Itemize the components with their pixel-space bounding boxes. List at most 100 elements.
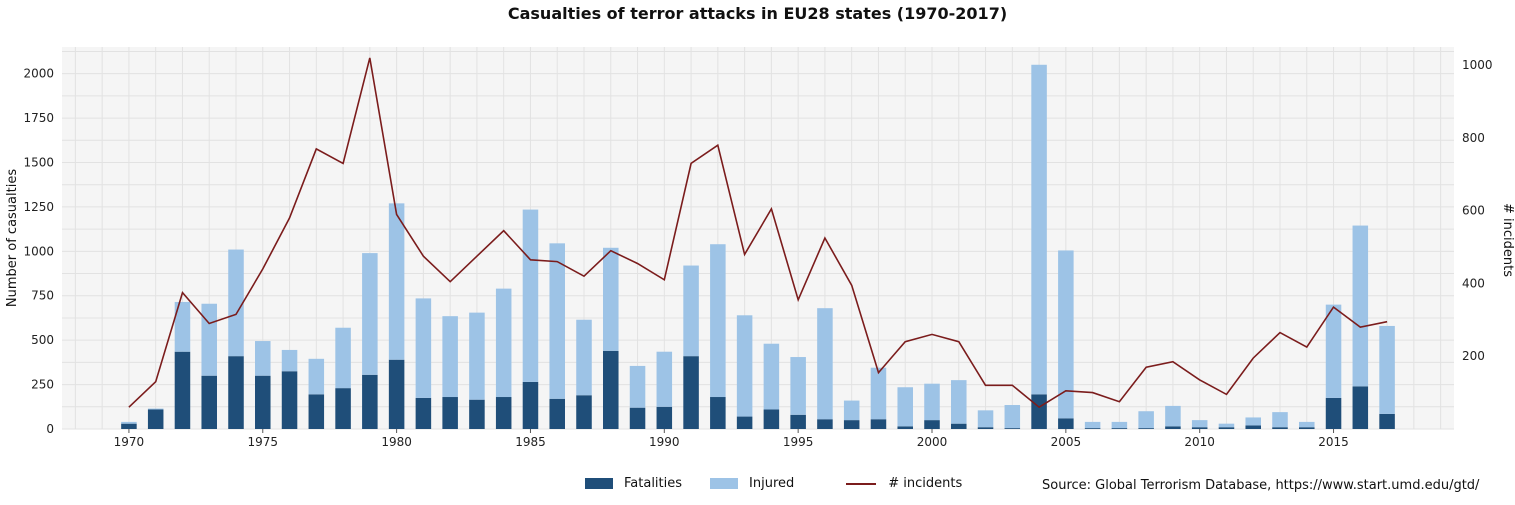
bar-injured — [121, 421, 137, 424]
bar-injured — [1325, 304, 1342, 398]
bar-injured — [495, 288, 512, 398]
y2-tick-label: 800 — [1462, 131, 1485, 145]
x-tick-label: 1970 — [114, 435, 145, 449]
bar-fatalities — [1352, 386, 1369, 429]
bar-fatalities — [924, 420, 940, 429]
bar-fatalities — [1111, 428, 1128, 429]
chart-svg: 0 250 500 750 1000 1250 1500 1750 2000 200 400 600 8… — [5, 47, 1515, 449]
bar-injured — [656, 351, 673, 407]
y2-tick-label: 400 — [1462, 276, 1485, 290]
bar-fatalities — [1031, 394, 1047, 429]
bar-injured — [1272, 412, 1288, 428]
legend: Fatalities Injured # incidents — [585, 476, 990, 491]
bar-fatalities — [951, 423, 967, 429]
legend-label-fatalities: Fatalities — [624, 476, 683, 491]
bar-fatalities — [843, 420, 860, 429]
bar-injured — [576, 319, 592, 396]
bar-injured — [736, 315, 753, 417]
y-axis-title: Number of casualties — [5, 169, 20, 307]
y-tick-label: 1750 — [23, 111, 54, 125]
bar-injured — [817, 308, 833, 420]
bar-fatalities — [147, 409, 164, 429]
bar-injured — [469, 312, 485, 400]
incidents-line — [128, 57, 1388, 409]
bar-fatalities — [1325, 397, 1342, 429]
source-note: Source: Global Terrorism Database, https… — [1042, 478, 1480, 493]
bar-fatalities — [790, 414, 806, 429]
ticks: 0 250 500 750 1000 1250 1500 1750 2000 200 400 600 8… — [23, 58, 1492, 449]
y-tick-label: 500 — [31, 333, 54, 347]
y-tick-label: 2000 — [23, 67, 54, 81]
bar-fatalities — [629, 407, 646, 429]
bar-injured — [710, 244, 726, 398]
bar-injured — [1084, 421, 1101, 429]
bar-fatalities — [442, 397, 458, 429]
bar-injured — [977, 410, 994, 428]
bar-injured — [335, 327, 351, 389]
bar-fatalities — [308, 394, 325, 429]
y2-tick-label: 200 — [1462, 349, 1485, 363]
bar-fatalities — [335, 388, 351, 429]
chart-title: Casualties of terror attacks in EU28 sta… — [507, 4, 1008, 23]
bar-injured — [951, 380, 967, 424]
bar-injured — [201, 303, 217, 376]
bar-fatalities — [388, 359, 405, 429]
bar-injured — [1191, 420, 1208, 428]
y-tick-label: 250 — [31, 378, 54, 392]
bar-injured — [1058, 250, 1074, 419]
bar-injured — [1111, 421, 1128, 429]
bar-injured — [1138, 411, 1154, 429]
bar-injured — [897, 387, 913, 427]
bar-fatalities — [522, 381, 539, 429]
bar-fatalities — [1245, 425, 1261, 429]
bar-fatalities — [1218, 427, 1235, 429]
bar-injured — [281, 349, 298, 372]
y-tick-label: 1000 — [23, 244, 54, 258]
bar-fatalities — [1272, 427, 1288, 429]
bar-fatalities — [415, 397, 432, 429]
legend-item-incidents: # incidents — [846, 476, 962, 491]
bar-injured — [174, 301, 191, 352]
bar-fatalities — [736, 416, 753, 429]
x-tick-label: 1975 — [247, 435, 278, 449]
bar-injured — [415, 298, 432, 398]
bar-fatalities — [255, 375, 271, 429]
bar-fatalities — [897, 426, 913, 429]
bar-fatalities — [977, 427, 994, 429]
y2-tick-label: 1000 — [1462, 58, 1493, 72]
bar-fatalities — [656, 406, 673, 429]
bar-injured — [1165, 405, 1181, 427]
bar-injured — [362, 253, 378, 375]
legend-swatch-fatalities — [585, 478, 613, 489]
bar-injured — [549, 243, 565, 399]
bar-fatalities — [121, 423, 137, 429]
legend-item-fatalities: Fatalities — [585, 476, 682, 491]
bar-injured — [1352, 225, 1369, 387]
x-tick-label: 1980 — [381, 435, 412, 449]
bar-injured — [870, 367, 887, 420]
bar-injured — [442, 316, 458, 398]
bar-fatalities — [281, 371, 298, 429]
bar-injured — [603, 247, 619, 351]
bar-injured — [1299, 421, 1315, 428]
legend-swatch-injured — [710, 478, 739, 489]
bar-fatalities — [174, 351, 191, 429]
bar-fatalities — [710, 397, 726, 429]
bar-fatalities — [1299, 427, 1315, 429]
bar-fatalities — [870, 419, 887, 429]
y-tick-label: 0 — [46, 422, 54, 436]
bar-injured — [1031, 64, 1047, 395]
legend-label-incidents: # incidents — [888, 476, 963, 491]
incidents-line-layer — [128, 57, 1388, 409]
bar-fatalities — [549, 398, 565, 429]
bar-fatalities — [576, 395, 592, 429]
bar-injured — [924, 383, 940, 421]
legend-swatch-incidents — [846, 482, 877, 485]
x-tick-label: 2010 — [1184, 435, 1215, 449]
bar-injured — [1379, 325, 1395, 414]
x-tick-label: 1990 — [649, 435, 680, 449]
legend-label-injured: Injured — [749, 476, 795, 491]
bar-injured — [1004, 405, 1021, 429]
bar-fatalities — [1058, 418, 1074, 429]
y-tick-label: 1500 — [23, 155, 54, 169]
